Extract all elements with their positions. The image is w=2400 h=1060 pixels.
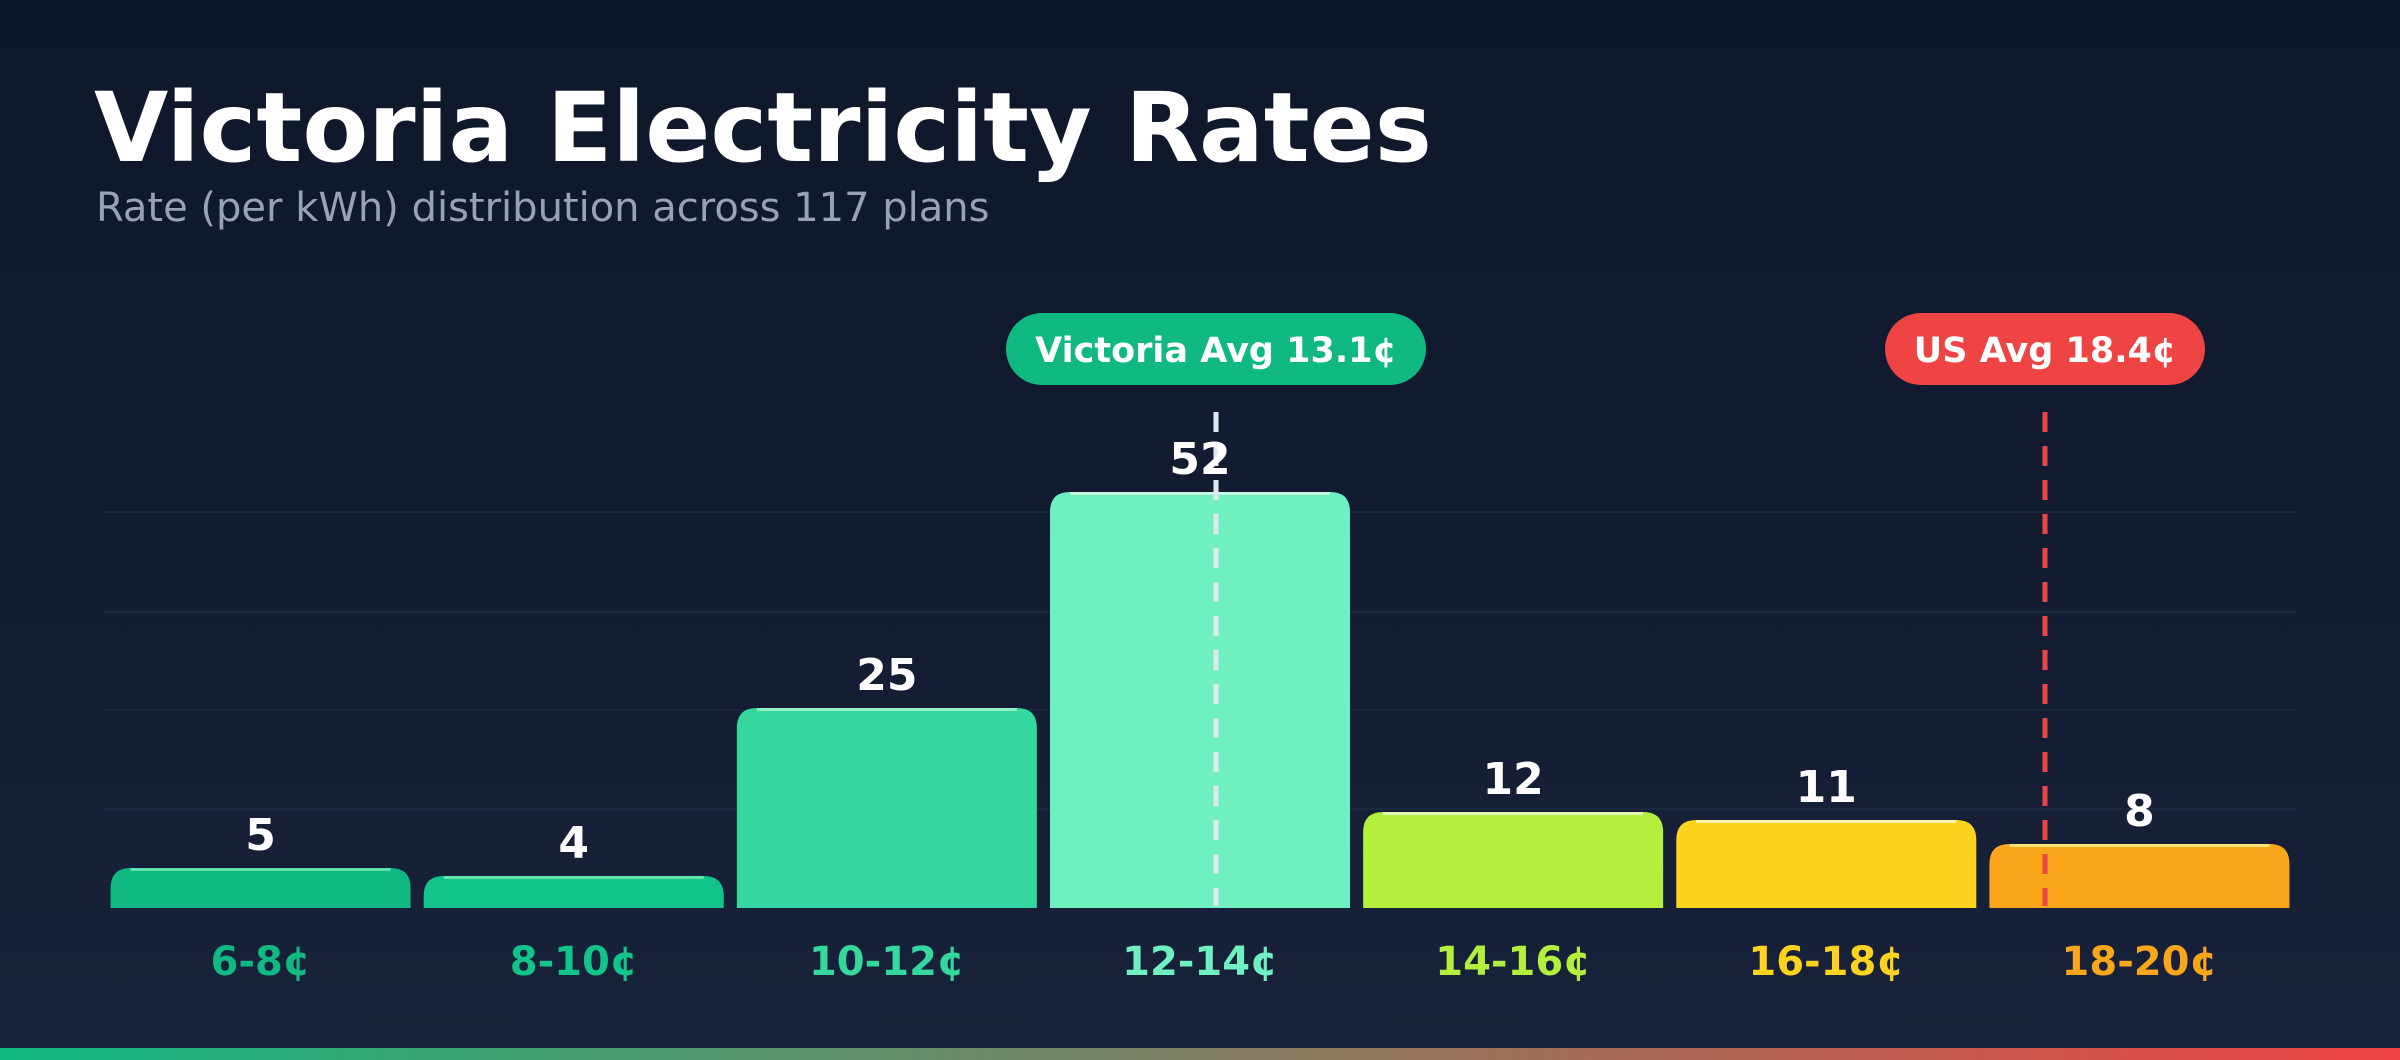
- value-label: 5: [245, 810, 276, 861]
- value-label: 8: [2124, 786, 2155, 837]
- reference-label-0: Victoria Avg 13.1¢: [1035, 331, 1397, 371]
- category-label: 10-12¢: [809, 939, 965, 985]
- reference-label-1: US Avg 18.4¢: [1914, 331, 2176, 371]
- bar-16-18¢: [1676, 820, 1977, 908]
- bar-8-10¢: [423, 876, 724, 908]
- bar-18-20¢: [1989, 844, 2290, 908]
- bottom-gradient-stripe: [0, 1048, 2400, 1060]
- reference-lines: Victoria Avg 13.1¢ US Avg 18.4¢: [1006, 313, 2205, 906]
- bar-14-16¢: [1363, 812, 1664, 908]
- value-label: 52: [1169, 434, 1230, 485]
- reference-badge-0: [1006, 313, 1426, 385]
- labels: 5 6-8¢ 4 8-10¢ 25 10-12¢ 52 12-14¢ 12 14-16¢ 11 16-…: [211, 434, 2218, 985]
- category-label: 18-20¢: [2062, 939, 2218, 985]
- category-label: 14-16¢: [1435, 939, 1591, 985]
- value-label: 12: [1483, 754, 1544, 805]
- value-label: 11: [1796, 762, 1857, 813]
- bar-10-12¢: [736, 708, 1037, 908]
- chart-title: Victoria Electricity Rates: [94, 72, 1432, 184]
- value-label: 4: [558, 818, 589, 869]
- value-label: 25: [856, 650, 917, 701]
- category-label: 16-18¢: [1748, 939, 1904, 985]
- bar-12-14¢: [1050, 492, 1350, 908]
- chart-subtitle: Rate (per kWh) distribution across 117 p…: [96, 185, 990, 231]
- bar-6-8¢: [110, 868, 411, 908]
- category-label: 12-14¢: [1122, 939, 1278, 985]
- category-label: 8-10¢: [510, 939, 638, 985]
- category-label: 6-8¢: [211, 939, 311, 985]
- reference-badge-1: [1885, 313, 2205, 385]
- bars: [110, 492, 2290, 908]
